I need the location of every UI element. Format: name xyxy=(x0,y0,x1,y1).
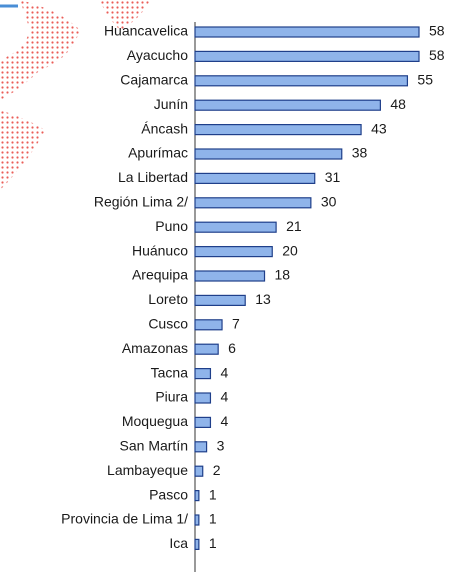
bar xyxy=(194,148,343,160)
value-label: 4 xyxy=(220,364,228,380)
value-label: 48 xyxy=(390,96,406,112)
category-label: Piura xyxy=(155,389,188,405)
value-label: 1 xyxy=(209,511,217,527)
bar xyxy=(194,270,266,282)
bar xyxy=(194,538,200,551)
category-label: Arequipa xyxy=(132,267,188,283)
value-label: 38 xyxy=(352,145,368,161)
category-label: Huánuco xyxy=(132,242,188,258)
bar xyxy=(194,294,246,306)
value-label: 6 xyxy=(228,340,236,356)
category-label: Ayacucho xyxy=(127,47,188,63)
bar xyxy=(194,75,409,87)
bar xyxy=(194,197,312,209)
bar xyxy=(194,123,362,136)
bar xyxy=(194,172,316,184)
bar xyxy=(194,392,212,404)
value-label: 43 xyxy=(371,120,387,136)
bar xyxy=(194,416,212,428)
bar xyxy=(194,246,273,258)
value-label: 3 xyxy=(217,438,225,454)
category-label: Amazonas xyxy=(122,340,188,356)
category-label: Tacna xyxy=(151,364,189,380)
category-label: Áncash xyxy=(141,120,188,136)
value-label: 7 xyxy=(232,316,240,332)
category-label: La Libertad xyxy=(118,169,188,185)
category-label: Provincia de Lima 1/ xyxy=(61,511,188,527)
value-label: 1 xyxy=(209,486,217,502)
bar xyxy=(194,368,212,380)
category-label: Loreto xyxy=(148,291,188,307)
category-label: Pasco xyxy=(149,486,188,502)
category-label: Huancavelica xyxy=(104,23,188,39)
value-label: 55 xyxy=(417,72,433,88)
value-label: 21 xyxy=(286,218,302,234)
category-label: Junín xyxy=(154,96,188,112)
value-label: 20 xyxy=(282,242,298,258)
value-label: 4 xyxy=(220,413,228,429)
decoration xyxy=(0,0,150,190)
bar xyxy=(194,514,200,526)
bar xyxy=(194,319,223,331)
category-label: Región Lima 2/ xyxy=(94,194,188,210)
bar xyxy=(194,465,204,477)
value-label: 18 xyxy=(275,267,291,283)
category-label: Cusco xyxy=(148,316,188,332)
value-label: 13 xyxy=(255,291,271,307)
category-label: Lambayeque xyxy=(107,462,188,478)
value-label: 58 xyxy=(429,47,445,63)
value-label: 2 xyxy=(213,462,221,478)
category-label: Apurímac xyxy=(128,145,188,161)
value-label: 4 xyxy=(220,389,228,405)
value-label: 31 xyxy=(325,169,341,185)
bar xyxy=(194,441,208,453)
bar xyxy=(194,221,277,233)
value-label: 58 xyxy=(429,23,445,39)
bar xyxy=(194,50,420,63)
value-label: 1 xyxy=(209,535,217,551)
category-label: Puno xyxy=(155,218,188,234)
category-label: Cajamarca xyxy=(120,72,188,88)
category-label: San Martín xyxy=(120,438,188,454)
value-label: 30 xyxy=(321,194,337,210)
category-label: Moquegua xyxy=(122,413,188,429)
bar xyxy=(194,99,381,111)
bar xyxy=(194,490,200,502)
bar xyxy=(194,343,219,355)
category-label: Ica xyxy=(169,535,188,551)
bar xyxy=(194,26,420,38)
